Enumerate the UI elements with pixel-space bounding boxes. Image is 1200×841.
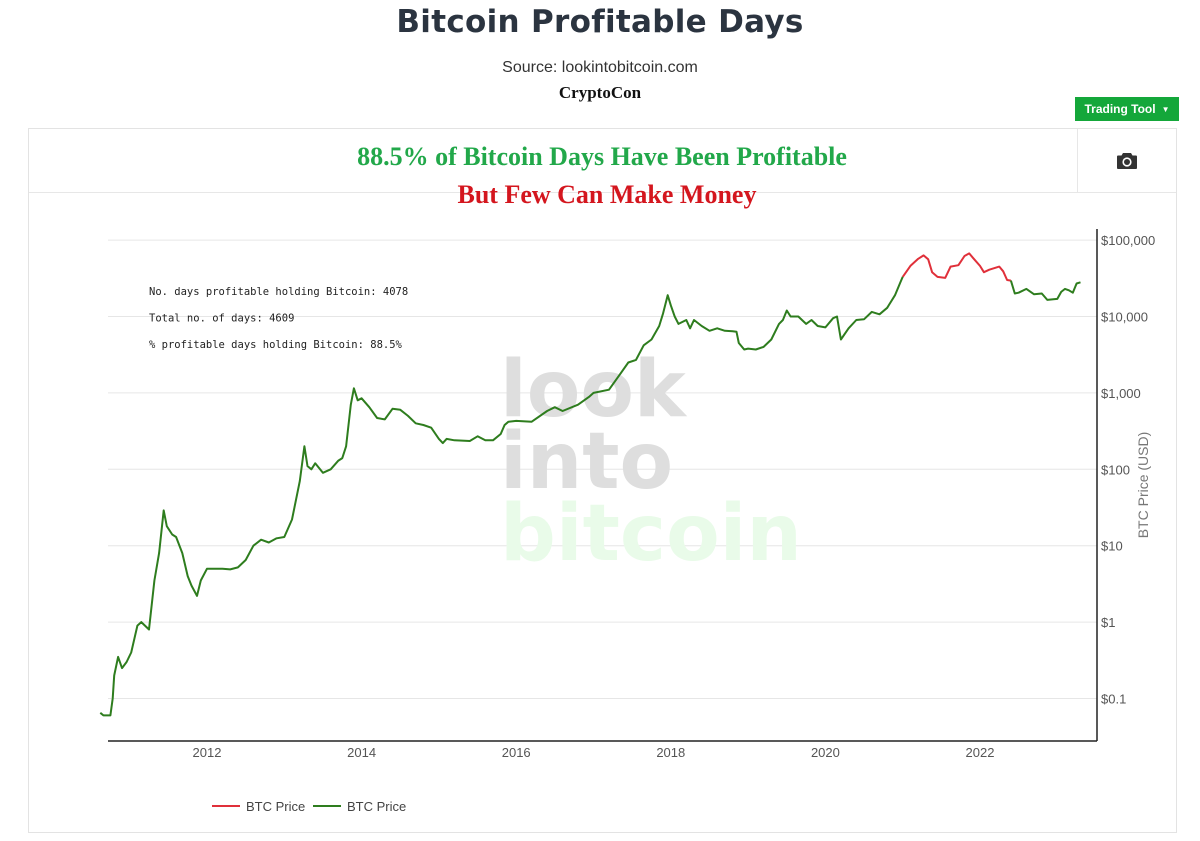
y-tick-label: $100 bbox=[1101, 462, 1130, 477]
y-axis-ticks: $0.1 $1 $10 $100 $1,000 $10,000 $100,000 bbox=[1101, 233, 1155, 706]
page-title: Bitcoin Profitable Days bbox=[396, 4, 804, 40]
y-tick-label: $10 bbox=[1101, 539, 1123, 554]
y-tick-label: $1,000 bbox=[1101, 386, 1141, 401]
series-line-green bbox=[99, 276, 904, 717]
y-tick-label: $0.1 bbox=[1101, 692, 1126, 707]
x-tick-label: 2022 bbox=[966, 745, 995, 760]
annotation-text: No. days profitable holding Bitcoin: 407… bbox=[149, 286, 408, 298]
source-text: Source: lookintobitcoin.com bbox=[502, 59, 698, 76]
y-tick-label: $100,000 bbox=[1101, 233, 1155, 248]
chevron-down-icon: ▼ bbox=[1161, 104, 1170, 114]
annotation-text: Total no. of days: 4609 bbox=[149, 313, 294, 325]
series-line-green bbox=[1009, 280, 1081, 301]
trading-tool-label: Trading Tool bbox=[1084, 102, 1156, 116]
legend: BTC Price BTC Price bbox=[212, 799, 406, 814]
author-text: CryptoCon bbox=[558, 83, 642, 102]
x-tick-label: 2020 bbox=[811, 745, 840, 760]
axes bbox=[108, 229, 1098, 742]
grid bbox=[108, 239, 1097, 699]
x-tick-label: 2014 bbox=[347, 745, 376, 760]
x-tick-label: 2012 bbox=[193, 745, 222, 760]
camera-icon bbox=[1117, 152, 1137, 169]
annotation-text: % profitable days holding Bitcoin: 88.5% bbox=[149, 339, 403, 351]
legend-label[interactable]: BTC Price bbox=[246, 799, 305, 814]
legend-label[interactable]: BTC Price bbox=[347, 799, 406, 814]
x-tick-label: 2018 bbox=[656, 745, 685, 760]
watermark: lookintobitcoin bbox=[500, 345, 802, 579]
x-tick-label: 2016 bbox=[502, 745, 531, 760]
chart-title-line2: But Few Can Make Money bbox=[458, 180, 757, 209]
annotations: No. days profitable holding Bitcoin: 407… bbox=[149, 286, 408, 351]
watermark-text: into bbox=[500, 417, 673, 507]
watermark-text: bitcoin bbox=[500, 489, 802, 579]
y-axis-label: BTC Price (USD) bbox=[1135, 432, 1151, 539]
chart-title-line1: 88.5% of Bitcoin Days Have Been Profitab… bbox=[357, 142, 847, 171]
chart-panel bbox=[28, 128, 1177, 833]
chart-panel-header bbox=[29, 129, 1176, 193]
series-line-red bbox=[901, 252, 1012, 282]
watermark-text: look bbox=[500, 345, 688, 435]
x-axis-ticks: 2012 2014 2016 2018 2020 2022 bbox=[193, 745, 995, 760]
trading-tool-button[interactable]: Trading Tool ▼ bbox=[1075, 97, 1179, 121]
series-group bbox=[99, 252, 1081, 717]
screenshot-button[interactable] bbox=[1077, 129, 1176, 192]
y-tick-label: $10,000 bbox=[1101, 310, 1148, 325]
y-tick-label: $1 bbox=[1101, 615, 1115, 630]
